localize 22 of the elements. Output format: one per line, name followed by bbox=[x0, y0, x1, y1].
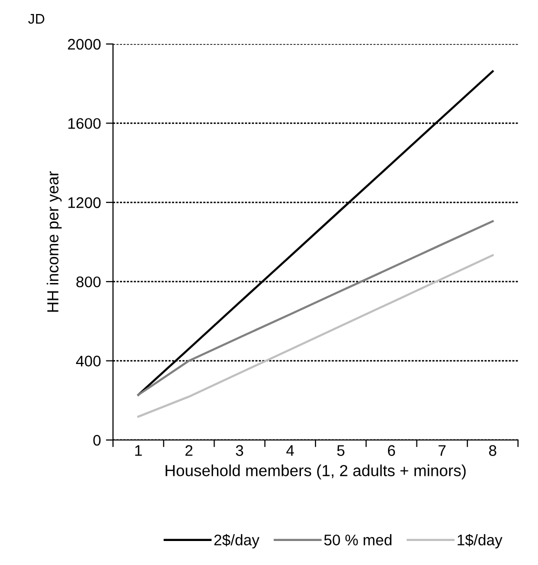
x-tick-label: 6 bbox=[388, 445, 396, 456]
x-tick-label: 1 bbox=[135, 445, 142, 456]
x-tick-label: 3 bbox=[236, 445, 244, 456]
y-tick-label: 0 bbox=[93, 434, 101, 446]
line-series bbox=[137, 220, 494, 396]
x-tick-label: 5 bbox=[337, 445, 344, 456]
y-tick-label: 800 bbox=[76, 276, 101, 288]
x-tick-label: 7 bbox=[438, 445, 446, 456]
y-tick-label: 400 bbox=[76, 356, 101, 366]
legend-label: 1$/day bbox=[458, 534, 502, 548]
y-axis-title: HH income per year bbox=[46, 171, 62, 312]
text: JD bbox=[28, 14, 44, 24]
y-tick-label: 2000 bbox=[68, 38, 101, 50]
y-tick-label: 1600 bbox=[68, 118, 101, 129]
line-series bbox=[137, 254, 494, 418]
legend-label: 50 % med bbox=[324, 534, 392, 546]
x-axis-title: Household members (1, 2 adults + minors) bbox=[166, 464, 466, 480]
y-tick-label: 1200 bbox=[68, 197, 101, 208]
x-tick-label: 8 bbox=[489, 445, 496, 456]
legend-label: 2$/day bbox=[214, 534, 260, 548]
x-tick-label: 2 bbox=[185, 445, 192, 456]
x-tick-label: 4 bbox=[286, 445, 294, 456]
